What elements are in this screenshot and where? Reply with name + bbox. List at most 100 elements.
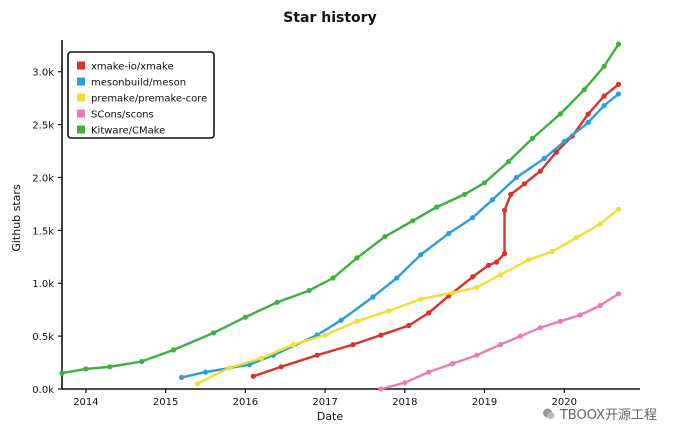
data-point	[378, 386, 384, 392]
data-point	[426, 369, 432, 375]
y-tick-label: 3.0k	[32, 68, 54, 79]
data-point	[378, 332, 384, 338]
legend-swatch	[77, 109, 85, 118]
data-point	[338, 317, 344, 323]
data-point	[493, 259, 500, 265]
data-point	[537, 325, 543, 331]
legend-swatch	[77, 93, 85, 102]
data-point	[418, 296, 424, 302]
data-point	[250, 373, 256, 379]
series-premake-premake-core	[194, 206, 622, 387]
data-point	[615, 91, 622, 97]
x-tick-label: 2015	[153, 397, 178, 408]
data-point	[615, 41, 622, 47]
watermark: TBOOX开源工程	[542, 404, 657, 423]
legend-swatch	[77, 61, 85, 70]
data-point	[83, 366, 89, 372]
legend-label: Kitware/CMake	[91, 126, 165, 137]
y-tick-label: 0.0k	[32, 385, 54, 396]
data-point	[474, 284, 480, 291]
data-point	[406, 322, 412, 329]
data-point	[382, 234, 388, 240]
data-point	[485, 262, 492, 268]
data-point	[386, 308, 392, 314]
data-point	[258, 355, 264, 361]
data-point	[529, 135, 536, 141]
data-point	[517, 333, 524, 339]
data-point	[434, 204, 440, 210]
data-point	[541, 155, 547, 161]
legend-swatch	[77, 77, 85, 86]
data-point	[508, 191, 514, 197]
y-tick-label: 2.0k	[32, 173, 54, 184]
series-kitware-cmake	[59, 41, 622, 376]
watermark-text: TBOOX开源工程	[559, 408, 657, 423]
data-point	[59, 370, 65, 376]
data-point	[474, 352, 480, 358]
y-tick-label: 2.5k	[32, 121, 54, 132]
data-point	[489, 197, 496, 203]
legend-label: SCons/scons	[91, 110, 154, 121]
data-point	[497, 342, 504, 348]
data-point	[549, 248, 555, 255]
series-line	[379, 292, 620, 391]
x-tick-label: 2016	[233, 397, 258, 408]
data-point	[501, 251, 508, 257]
series-mesonbuild-meson	[179, 91, 622, 380]
data-point	[354, 255, 360, 261]
data-point	[557, 111, 563, 117]
data-point	[501, 207, 508, 213]
series-line	[180, 92, 620, 379]
data-point	[577, 312, 583, 318]
data-point	[597, 221, 603, 227]
axes: 2014 2015 2016 2017 2018 2019 2020 0.0k 0.5k 1.0k…	[32, 40, 640, 408]
series-xmake-io-xmake	[250, 81, 622, 379]
data-point	[242, 314, 248, 320]
data-point	[581, 87, 587, 93]
data-point	[615, 206, 622, 212]
data-point	[601, 63, 607, 69]
data-point	[350, 342, 356, 348]
data-point	[537, 168, 543, 174]
data-point	[171, 347, 177, 353]
data-point	[505, 159, 512, 165]
x-tick-label: 2018	[392, 397, 417, 408]
data-point	[513, 174, 520, 181]
data-point	[402, 380, 408, 386]
series-line	[252, 83, 620, 378]
data-point	[274, 299, 280, 305]
legend-box	[67, 51, 215, 139]
data-point	[322, 332, 328, 338]
data-point	[497, 272, 504, 278]
data-point	[481, 180, 488, 186]
data-point	[210, 330, 217, 336]
legend: xmake-io/xmake mesonbuild/meson premake/pr…	[67, 51, 215, 139]
chart-title: Star history	[283, 10, 376, 26]
data-point	[194, 381, 201, 387]
data-point	[278, 364, 284, 370]
x-tick-label: 2014	[73, 397, 98, 408]
wechat-icon	[542, 408, 555, 419]
y-tick-label: 1.5k	[32, 226, 54, 237]
data-point	[601, 103, 607, 109]
data-point	[107, 364, 113, 370]
series-scons-scons	[378, 291, 622, 392]
data-point	[290, 342, 296, 348]
data-point	[354, 318, 360, 324]
data-point	[561, 138, 567, 145]
legend-label: mesonbuild/meson	[91, 78, 186, 89]
x-tick-label: 2017	[312, 397, 337, 408]
data-point	[557, 318, 563, 324]
data-point	[601, 93, 607, 99]
data-point	[597, 302, 603, 309]
legend-swatch	[77, 125, 85, 134]
data-point	[615, 291, 622, 297]
data-point	[446, 230, 452, 237]
series-layer	[59, 41, 622, 392]
data-point	[394, 275, 400, 281]
data-point	[179, 374, 185, 380]
legend-label: premake/premake-core	[91, 94, 207, 105]
data-point	[585, 111, 591, 117]
data-point	[410, 218, 416, 224]
